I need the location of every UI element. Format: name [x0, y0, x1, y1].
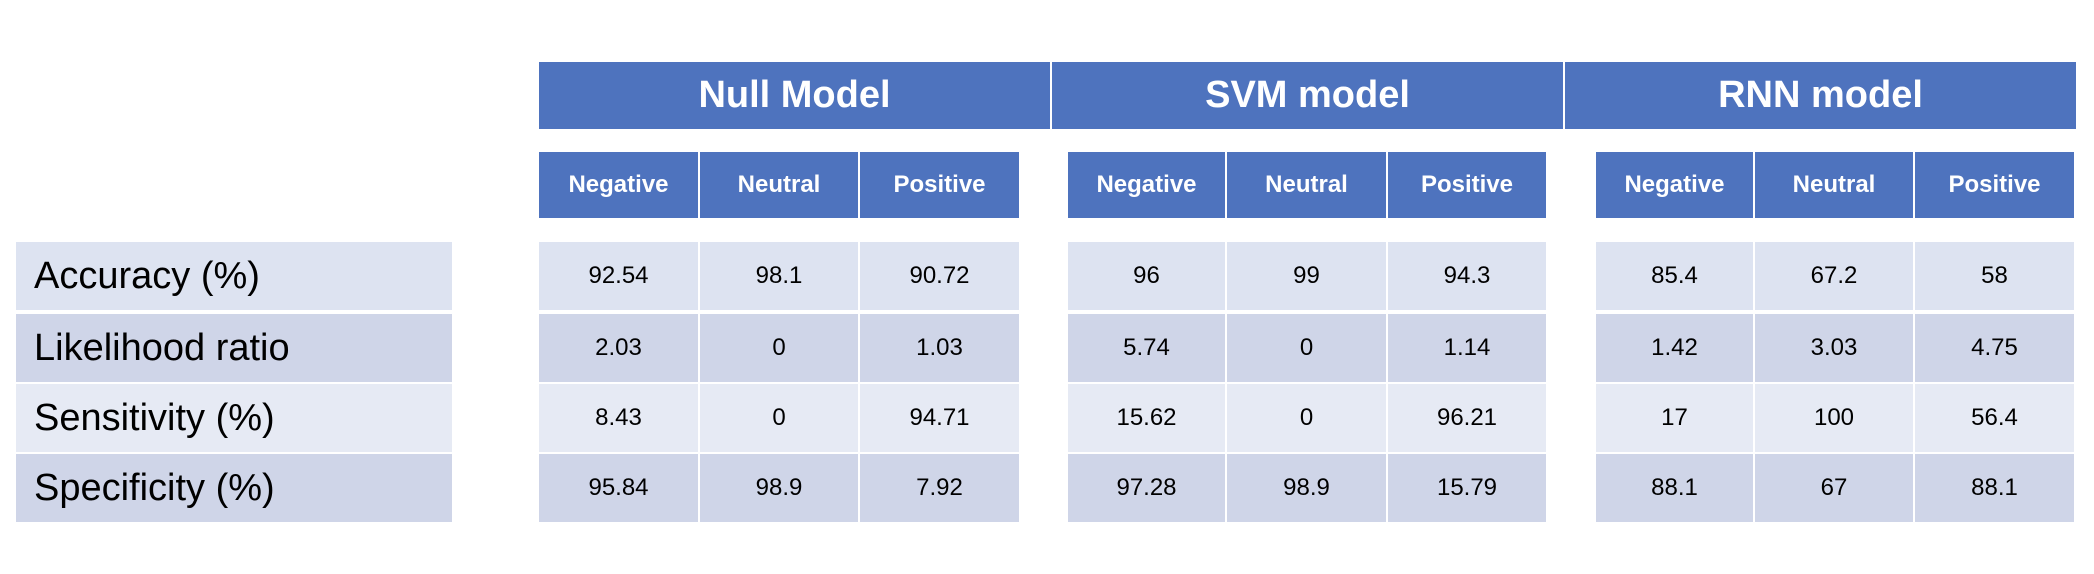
table-cell: 3.03 — [1755, 314, 1913, 382]
table-cell: 67.2 — [1755, 242, 1913, 310]
table-cell: 94.3 — [1388, 242, 1546, 310]
table-cell: 0 — [700, 384, 858, 452]
column-header: Neutral — [1755, 152, 1913, 218]
column-header: Neutral — [700, 152, 858, 218]
table-cell: 17 — [1596, 384, 1753, 452]
row-label: Specificity (%) — [16, 454, 452, 522]
row-label: Accuracy (%) — [16, 242, 452, 310]
column-header: Positive — [1915, 152, 2074, 218]
table-cell: 96.21 — [1388, 384, 1546, 452]
table-cell: 95.84 — [539, 454, 698, 522]
table-cell: 4.75 — [1915, 314, 2074, 382]
table-cell: 0 — [1227, 384, 1386, 452]
table-cell: 96 — [1068, 242, 1225, 310]
table-cell: 5.74 — [1068, 314, 1225, 382]
table-cell: 88.1 — [1596, 454, 1753, 522]
table-cell: 85.4 — [1596, 242, 1753, 310]
table-cell: 90.72 — [860, 242, 1019, 310]
table-cell: 88.1 — [1915, 454, 2074, 522]
table-cell: 1.42 — [1596, 314, 1753, 382]
column-header: Positive — [860, 152, 1019, 218]
table-cell: 99 — [1227, 242, 1386, 310]
table-cell: 2.03 — [539, 314, 698, 382]
table-cell: 100 — [1755, 384, 1913, 452]
table-cell: 97.28 — [1068, 454, 1225, 522]
table-cell: 0 — [700, 314, 858, 382]
table-cell: 94.71 — [860, 384, 1019, 452]
table-cell: 58 — [1915, 242, 2074, 310]
column-header: Negative — [539, 152, 698, 218]
table-cell: 56.4 — [1915, 384, 2074, 452]
table-cell: 98.9 — [1227, 454, 1386, 522]
table-cell: 98.1 — [700, 242, 858, 310]
table-cell: 1.03 — [860, 314, 1019, 382]
model-header: Null Model — [539, 62, 1050, 129]
column-header: Negative — [1596, 152, 1753, 218]
table-cell: 92.54 — [539, 242, 698, 310]
model-header: SVM model — [1052, 62, 1563, 129]
table-cell: 67 — [1755, 454, 1913, 522]
column-header: Neutral — [1227, 152, 1386, 218]
table-cell: 7.92 — [860, 454, 1019, 522]
table-cell: 98.9 — [700, 454, 858, 522]
table-cell: 15.62 — [1068, 384, 1225, 452]
row-label: Likelihood ratio — [16, 314, 452, 382]
column-header: Negative — [1068, 152, 1225, 218]
column-header: Positive — [1388, 152, 1546, 218]
table-cell: 15.79 — [1388, 454, 1546, 522]
row-label: Sensitivity (%) — [16, 384, 452, 452]
model-header: RNN model — [1565, 62, 2076, 129]
table-cell: 8.43 — [539, 384, 698, 452]
table-cell: 0 — [1227, 314, 1386, 382]
table-cell: 1.14 — [1388, 314, 1546, 382]
